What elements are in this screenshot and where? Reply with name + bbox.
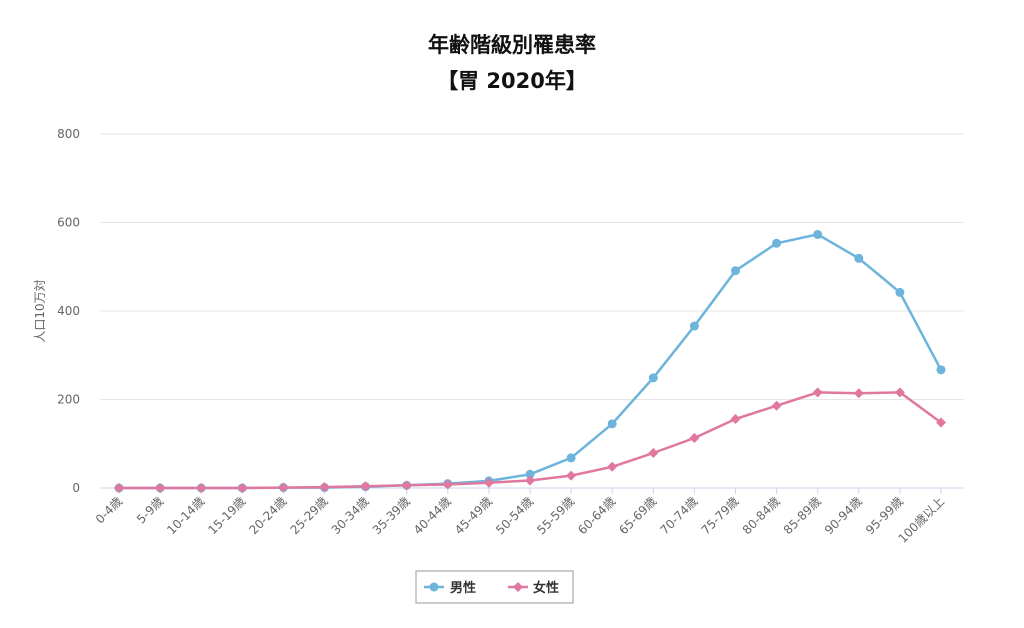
- data-point[interactable]: [566, 470, 577, 481]
- data-point[interactable]: [854, 253, 864, 263]
- y-axis: 0 200 400 600 800: [57, 127, 80, 495]
- series-line: [117, 233, 943, 490]
- data-point[interactable]: [936, 417, 946, 428]
- data-point[interactable]: [237, 483, 248, 493]
- legend-item-male[interactable]: 男性: [424, 580, 476, 596]
- data-point[interactable]: [566, 453, 576, 463]
- x-tick-label: 5-9歳: [134, 494, 166, 526]
- x-tick-label: 10-14歳: [164, 494, 207, 537]
- data-point[interactable]: [812, 387, 823, 398]
- x-tick-label: 85-89歳: [781, 494, 824, 537]
- data-point[interactable]: [894, 387, 905, 398]
- legend-male-label: 男性: [450, 580, 476, 596]
- data-point[interactable]: [525, 475, 535, 486]
- legend-item-female[interactable]: 女性: [508, 580, 559, 596]
- x-tick-label: 80-84歳: [740, 494, 783, 537]
- series-group: [114, 229, 946, 493]
- x-axis: 0-4歳 5-9歳10-14歳15-19歳20-24歳25-29歳30-34歳35…: [93, 488, 947, 546]
- legend: 男性 女性: [415, 570, 574, 604]
- x-tick-label: 25-29歳: [288, 494, 331, 537]
- x-tick-label: 15-19歳: [205, 494, 248, 537]
- y-tick-label: 800: [57, 127, 80, 141]
- data-point[interactable]: [895, 287, 905, 297]
- data-point[interactable]: [525, 469, 535, 479]
- data-point[interactable]: [278, 482, 289, 493]
- chart-title: 年齢階級別罹患率: [428, 33, 596, 57]
- data-point[interactable]: [114, 483, 124, 493]
- y-tick-label: 400: [57, 304, 80, 318]
- data-point[interactable]: [648, 448, 659, 459]
- data-point[interactable]: [483, 477, 494, 488]
- y-tick-label: 200: [57, 393, 80, 407]
- data-point[interactable]: [648, 373, 658, 383]
- data-point[interactable]: [731, 266, 740, 276]
- data-point[interactable]: [319, 482, 330, 493]
- data-point[interactable]: [442, 479, 453, 490]
- grid-lines: [100, 133, 964, 489]
- series-male: [114, 229, 946, 493]
- y-tick-label: 600: [57, 216, 80, 230]
- x-tick-label: 55-59歳: [534, 494, 577, 537]
- x-tick-label: 35-39歳: [370, 494, 413, 537]
- data-point[interactable]: [155, 483, 166, 493]
- x-tick-label: 50-54歳: [493, 494, 536, 537]
- data-point[interactable]: [853, 388, 864, 399]
- x-tick-label: 0-4歳: [93, 494, 125, 526]
- series-female: [114, 387, 946, 493]
- data-point[interactable]: [936, 365, 946, 375]
- data-point[interactable]: [607, 419, 617, 429]
- x-tick-label: 75-79歳: [699, 494, 742, 537]
- x-tick-label: 60-64歳: [575, 494, 618, 537]
- legend-male-marker: [429, 582, 439, 592]
- data-point[interactable]: [401, 480, 412, 491]
- data-point[interactable]: [689, 432, 700, 443]
- x-tick-label: 65-69歳: [616, 494, 659, 537]
- y-axis-title: 人口10万対: [33, 279, 47, 342]
- x-tick-label: 20-24歳: [246, 494, 289, 537]
- data-point[interactable]: [771, 400, 782, 411]
- x-tick-label: 45-49歳: [452, 494, 495, 537]
- legend-female-label: 女性: [533, 580, 559, 596]
- chart-subtitle: 【胃 2020年】: [437, 69, 587, 93]
- x-tick-label: 30-34歳: [329, 494, 372, 537]
- data-point[interactable]: [607, 461, 618, 472]
- data-point[interactable]: [772, 238, 782, 248]
- x-tick-label: 70-74歳: [657, 494, 700, 537]
- data-point[interactable]: [813, 229, 823, 239]
- data-point[interactable]: [360, 481, 371, 492]
- data-point[interactable]: [689, 321, 699, 331]
- x-tick-label: 90-94歳: [822, 494, 865, 537]
- x-tick-label: 40-44歳: [411, 494, 454, 537]
- y-tick-label: 0: [72, 481, 80, 495]
- data-point[interactable]: [196, 483, 207, 493]
- data-point[interactable]: [730, 413, 741, 424]
- legend-female-marker: [513, 582, 523, 592]
